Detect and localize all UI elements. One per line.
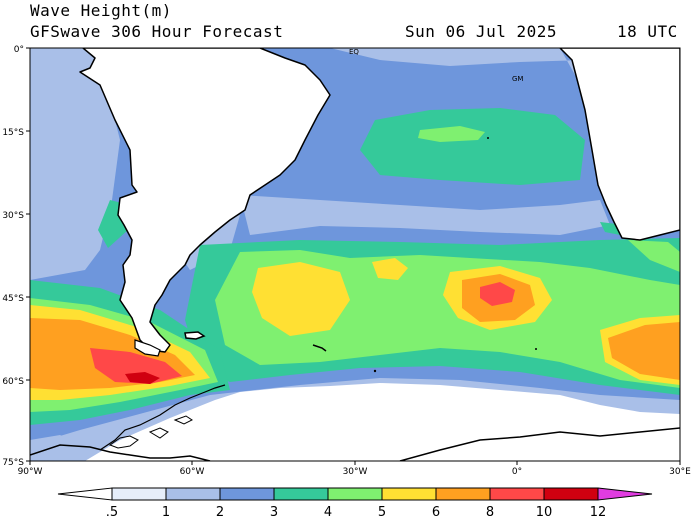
colorbar bbox=[57, 487, 653, 501]
lat-label-45s: 45°S bbox=[2, 294, 24, 304]
colorbar-swatch-1 bbox=[166, 488, 220, 500]
antarctic-island-coast bbox=[108, 415, 193, 449]
colorbar-tick-5: 5 bbox=[378, 505, 386, 520]
colorbar-swatch-6 bbox=[436, 488, 490, 500]
longitude-axis bbox=[29, 461, 681, 465]
colorbar-tick-6: 6 bbox=[432, 505, 440, 520]
lat-label-30s: 30°S bbox=[2, 211, 24, 221]
lat-label-0: 0° bbox=[14, 45, 24, 55]
equator-label: EQ bbox=[349, 48, 359, 56]
map-title: Wave Height(m) bbox=[30, 1, 172, 20]
lon-label-60w: 60°W bbox=[180, 467, 205, 477]
colorbar-tick-8: 10 bbox=[536, 505, 553, 520]
colorbar-swatch-4 bbox=[328, 488, 382, 500]
wave-band-10-12 bbox=[125, 372, 160, 384]
colorbar-swatch-0 bbox=[112, 488, 166, 500]
colorbar-tick-0: .5 bbox=[106, 505, 118, 520]
colorbar-swatch-2 bbox=[220, 488, 274, 500]
lat-label-60s: 60°S bbox=[2, 377, 24, 387]
south-georgia-island bbox=[312, 344, 327, 352]
wave-band-8-10 bbox=[90, 282, 515, 384]
colorbar-tick-7: 8 bbox=[486, 505, 494, 520]
antarctica-sea-ice bbox=[85, 383, 680, 461]
bouvet-island bbox=[535, 348, 537, 350]
tierra-del-fuego bbox=[134, 339, 161, 357]
south-america-landmass bbox=[79, 48, 331, 353]
forecast-date: Sun 06 Jul 2025 bbox=[405, 22, 557, 41]
colorbar-tick-9: 12 bbox=[590, 505, 607, 520]
colorbar-swatch-8 bbox=[544, 488, 598, 500]
falkland-islands bbox=[184, 331, 206, 340]
africa-landmass bbox=[559, 48, 680, 241]
colorbar-swatch-3 bbox=[274, 488, 328, 500]
lon-label-90w: 90°W bbox=[18, 467, 43, 477]
colorbar-tick-1: 1 bbox=[162, 505, 170, 520]
colorbar-high-arrow bbox=[597, 487, 653, 501]
lon-label-30e: 30°E bbox=[669, 467, 691, 477]
south-sandwich-islands bbox=[373, 369, 377, 373]
antarctic-peninsula-coast bbox=[99, 384, 226, 451]
lat-label-15s: 15°S bbox=[2, 128, 24, 138]
colorbar-frame bbox=[111, 487, 599, 501]
antarctic-mainland-coast bbox=[30, 444, 211, 461]
colorbar-tick-3: 3 bbox=[270, 505, 278, 520]
greenwich-meridian-label: GM bbox=[512, 75, 523, 83]
latitude-axis bbox=[26, 47, 30, 462]
wave-field bbox=[30, 48, 680, 461]
weddell-coast bbox=[399, 427, 680, 461]
st-helena-island bbox=[487, 137, 489, 139]
forecast-time: 18 UTC bbox=[617, 22, 678, 41]
colorbar-tick-2: 2 bbox=[216, 505, 224, 520]
lon-label-30w: 30°W bbox=[343, 467, 368, 477]
colorbar-swatch-5 bbox=[382, 488, 436, 500]
forecast-subtitle: GFSwave 306 Hour Forecast bbox=[30, 22, 284, 41]
colorbar-tick-4: 4 bbox=[324, 505, 332, 520]
lat-label-75s: 75°S bbox=[2, 458, 24, 468]
colorbar-swatch-7 bbox=[490, 488, 544, 500]
colorbar-low-arrow bbox=[57, 487, 113, 501]
lon-label-0: 0° bbox=[512, 467, 522, 477]
